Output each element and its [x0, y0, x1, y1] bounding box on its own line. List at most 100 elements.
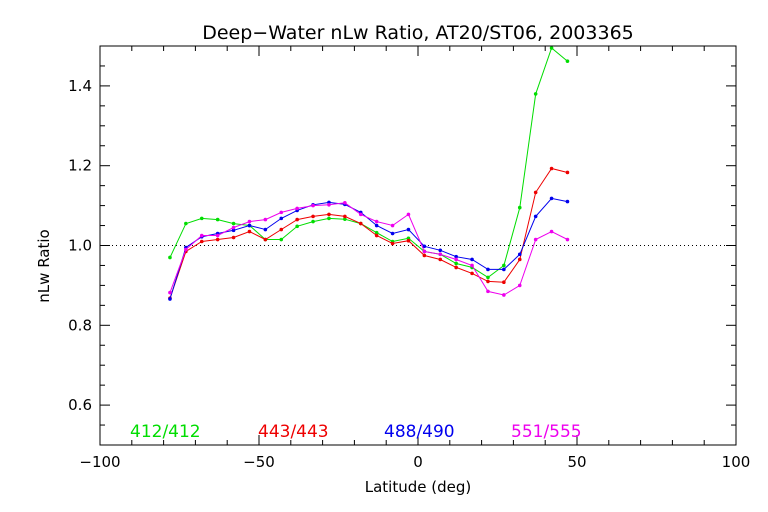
y-tick-label: 0.8	[68, 316, 92, 334]
y-tick-label: 1.2	[68, 157, 92, 175]
data-point	[311, 203, 315, 208]
data-point	[390, 231, 395, 236]
data-point	[502, 293, 506, 297]
data-point	[247, 219, 252, 224]
data-point	[565, 170, 570, 175]
x-tick-label: 50	[567, 453, 586, 471]
data-point	[279, 227, 284, 232]
data-point	[327, 203, 331, 207]
x-tick-label: 100	[722, 453, 751, 471]
data-point	[327, 212, 331, 217]
data-point	[454, 261, 458, 266]
data-point	[549, 46, 554, 50]
data-point	[215, 237, 220, 242]
legend-entry-3: 488/490	[384, 422, 455, 442]
data-point	[422, 244, 427, 249]
data-point	[533, 92, 538, 96]
data-point	[295, 224, 299, 229]
data-point	[517, 257, 522, 262]
data-point	[565, 237, 570, 242]
x-tick-label: −100	[79, 453, 120, 471]
x-tick-label: 0	[413, 453, 423, 471]
x-axis-label: Latitude (deg)	[365, 478, 471, 496]
data-point	[374, 233, 379, 238]
x-tick-label: −50	[243, 453, 275, 471]
series-line-1	[169, 47, 568, 279]
data-point	[470, 271, 474, 276]
data-point	[454, 257, 458, 262]
data-point	[422, 253, 427, 258]
data-point	[295, 206, 299, 211]
data-point	[215, 217, 220, 222]
data-point	[470, 263, 474, 268]
data-point	[390, 223, 395, 228]
data-point	[454, 254, 458, 259]
data-point	[311, 219, 315, 224]
data-point	[565, 59, 570, 63]
data-point	[517, 252, 522, 257]
series-line-3	[169, 197, 568, 300]
data-point	[438, 252, 443, 257]
data-point	[343, 214, 347, 219]
data-point	[533, 214, 538, 219]
data-point	[438, 248, 443, 253]
data-point	[247, 229, 252, 234]
data-point	[565, 199, 570, 204]
data-point	[215, 233, 220, 238]
data-point	[502, 263, 506, 268]
data-point	[406, 212, 411, 217]
data-point	[374, 223, 379, 228]
y-tick-label: 1.4	[68, 77, 92, 95]
legend-entry-4: 551/555	[511, 422, 582, 442]
data-point	[263, 227, 268, 232]
data-point	[486, 279, 490, 284]
data-point	[279, 216, 284, 221]
data-point	[502, 280, 506, 285]
data-point	[502, 267, 506, 272]
data-point	[470, 257, 474, 262]
data-point	[184, 247, 188, 252]
data-point	[533, 237, 538, 242]
data-point	[533, 190, 538, 195]
data-point	[231, 235, 236, 240]
data-point	[517, 205, 522, 210]
data-point	[454, 265, 458, 270]
data-point	[517, 283, 522, 288]
y-tick-label: 1.0	[68, 237, 92, 255]
data-point	[279, 237, 284, 242]
data-point	[184, 221, 188, 226]
data-point	[406, 238, 411, 243]
legend-entry-2: 443/443	[258, 422, 329, 442]
y-tick-label: 0.6	[68, 396, 92, 414]
data-point	[374, 219, 379, 224]
data-point	[422, 249, 427, 254]
series-line-2	[169, 167, 568, 299]
data-point	[358, 221, 363, 226]
data-point	[358, 212, 363, 217]
data-point	[549, 166, 554, 171]
data-point	[168, 290, 172, 295]
data-point	[390, 241, 395, 246]
data-point	[343, 217, 347, 221]
data-point	[247, 223, 252, 228]
data-point	[486, 275, 490, 280]
chart-title: Deep−Water nLw Ratio, AT20/ST06, 2003365	[202, 22, 634, 44]
data-point	[231, 228, 236, 233]
data-point	[486, 289, 490, 294]
y-axis-label: nLw Ratio	[35, 229, 53, 302]
data-point	[549, 229, 554, 234]
data-point	[263, 217, 268, 222]
data-point	[168, 255, 172, 260]
data-point	[486, 267, 490, 272]
data-point	[406, 227, 411, 232]
data-point	[168, 297, 172, 301]
data-point	[279, 210, 284, 215]
legend-entry-1: 412/412	[130, 422, 201, 442]
data-point	[199, 233, 204, 238]
data-point	[231, 221, 236, 226]
data-point	[263, 237, 268, 242]
series-line-4	[169, 202, 568, 296]
data-point	[295, 217, 299, 222]
data-point	[311, 214, 315, 219]
